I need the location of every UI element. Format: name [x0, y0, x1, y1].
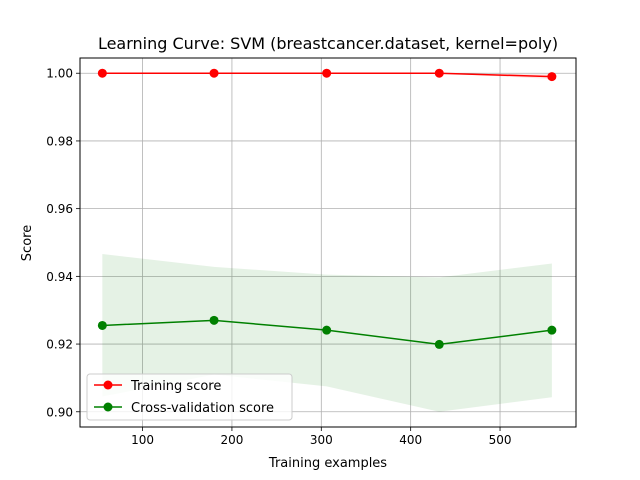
x-tick-label: 200	[220, 433, 243, 447]
y-tick-label: 0.94	[46, 270, 73, 284]
chart-title: Learning Curve: SVM (breastcancer.datase…	[98, 34, 558, 53]
x-tick-label: 500	[489, 433, 512, 447]
cross-validation-score-point	[209, 315, 219, 325]
y-tick-label: 0.98	[46, 134, 73, 148]
training-score-point	[434, 68, 444, 78]
x-axis-label: Training examples	[268, 456, 387, 471]
series-points	[97, 68, 557, 349]
legend-box	[86, 373, 293, 421]
training-score-point	[547, 72, 557, 82]
legend: Training score Cross-validation score	[86, 373, 293, 421]
plot-frame	[79, 57, 577, 428]
x-tick-label: 400	[399, 433, 422, 447]
y-tick-label: 0.90	[46, 405, 73, 419]
cross-validation-score-point	[322, 325, 332, 335]
y-tick-label: 1.00	[46, 67, 73, 81]
x-axis-ticks: 100 200 300 400 500	[131, 427, 511, 447]
legend-cv-label: Cross-validation score	[131, 401, 274, 416]
y-axis-ticks: 0.90 0.92 0.94 0.96 0.98 1.00	[46, 67, 80, 419]
legend-training-marker	[103, 380, 113, 390]
training-score-point	[209, 68, 219, 78]
y-axis-label: Score	[20, 225, 35, 261]
plot-area	[80, 58, 576, 427]
legend-training-label: Training score	[130, 379, 221, 394]
training-score-point	[322, 68, 332, 78]
cross-validation-score-point	[547, 325, 557, 335]
cross-validation-score-point	[434, 339, 444, 349]
y-tick-label: 0.96	[46, 202, 73, 216]
training-score-point	[97, 68, 107, 78]
x-tick-label: 100	[131, 433, 154, 447]
cross-validation-score-point	[97, 320, 107, 330]
legend-cv-marker	[103, 402, 113, 412]
y-tick-label: 0.92	[46, 338, 73, 352]
x-tick-label: 300	[310, 433, 333, 447]
